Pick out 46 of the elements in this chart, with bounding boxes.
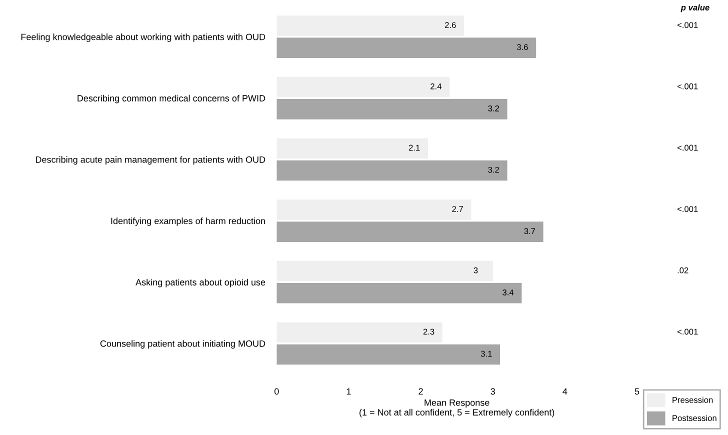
x-tick-label: 4 [562, 388, 568, 395]
data-label: 2.6 [445, 22, 456, 28]
y-tick-label: Describing acute pain management for patients with OUD [36, 156, 266, 165]
bar [276, 222, 544, 242]
data-label: 3 [474, 267, 478, 274]
bar [276, 200, 472, 220]
data-label: 3.2 [488, 166, 499, 173]
text: p value [680, 4, 710, 12]
x-tick-label: 0 [274, 388, 279, 395]
bar [276, 99, 508, 120]
data-label: 2.4 [430, 83, 442, 90]
legend-label: Presession [672, 396, 713, 403]
text: <.001 [677, 328, 698, 335]
bar [276, 76, 450, 98]
data-label: 3.7 [524, 228, 536, 234]
bar [276, 322, 442, 343]
x-tick-label: 1 [346, 388, 351, 395]
bar [276, 282, 522, 304]
y-tick-label: Feeling knowledgeable about working with patients with OUD [21, 34, 266, 42]
text: <.001 [677, 22, 698, 28]
data-label: 3.4 [502, 289, 514, 296]
bar [276, 138, 428, 159]
x-tick-label: 2 [418, 388, 423, 395]
y-tick-label: Describing common medical concerns of PWID [78, 94, 266, 104]
data-label: 3.1 [480, 350, 492, 357]
bar [276, 160, 508, 181]
x-tick-label: 3 [490, 388, 495, 395]
legend-label: Postsession [672, 414, 716, 422]
y-tick-label: Identifying examples of harm reduction [111, 218, 265, 226]
y-tick-label: Asking patients about opioid use [136, 278, 266, 288]
data-label: 3.6 [516, 44, 528, 50]
text: <.001 [677, 144, 698, 151]
x-axis-title: Mean Response (1 = Not at all confident, 5 = Extremely confident) [360, 400, 554, 418]
text: <.001 [677, 206, 698, 212]
data-label: 3.2 [488, 106, 499, 112]
x-tick-label: 5 [634, 388, 640, 395]
data-label: 2.7 [452, 206, 463, 212]
bar [276, 16, 464, 36]
y-tick-label: Counseling patient about initiating MOUD [100, 340, 266, 349]
data-label: 2.3 [423, 328, 434, 335]
data-label: 2.1 [408, 144, 420, 151]
text: .02 [678, 267, 688, 274]
bar [276, 260, 493, 282]
bar [276, 344, 500, 365]
text: <.001 [677, 83, 698, 90]
bar [276, 38, 536, 58]
